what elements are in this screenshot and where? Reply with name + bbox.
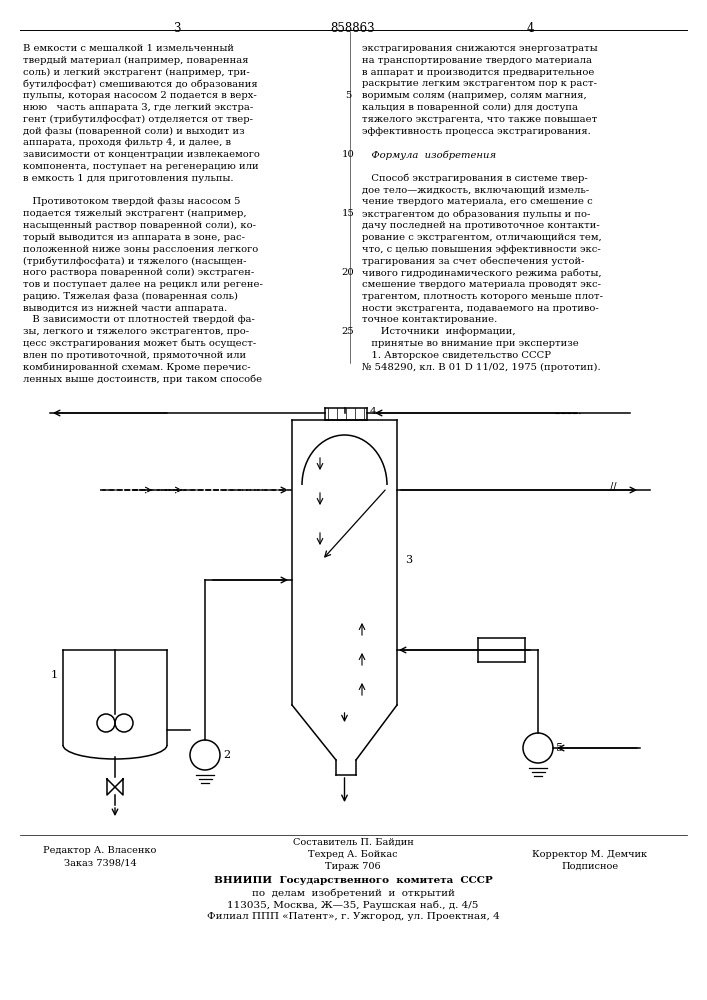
Text: экстрагирования снижаются энергозатраты: экстрагирования снижаются энергозатраты bbox=[362, 44, 597, 53]
Text: тяжелого экстрагента, что также повышает: тяжелого экстрагента, что также повышает bbox=[362, 115, 597, 124]
Text: выводится из нижней части аппарата.: выводится из нижней части аппарата. bbox=[23, 304, 227, 313]
Text: пульпы, которая насосом 2 подается в верх-: пульпы, которая насосом 2 подается в вер… bbox=[23, 91, 257, 100]
Text: 5: 5 bbox=[345, 91, 351, 100]
Text: экстрагентом до образования пульпы и по-: экстрагентом до образования пульпы и по- bbox=[362, 209, 590, 219]
Text: Способ экстрагирования в системе твер-: Способ экстрагирования в системе твер- bbox=[362, 174, 588, 183]
Text: компонента, поступает на регенерацию или: компонента, поступает на регенерацию или bbox=[23, 162, 259, 171]
Text: аппарата, проходя фильтр 4, и далее, в: аппарата, проходя фильтр 4, и далее, в bbox=[23, 138, 231, 147]
Text: //: // bbox=[610, 482, 617, 492]
Text: по  делам  изобретений  и  открытий: по делам изобретений и открытий bbox=[252, 888, 455, 898]
Text: трагирования за счет обеспечения устой-: трагирования за счет обеспечения устой- bbox=[362, 256, 585, 266]
Text: 3: 3 bbox=[405, 555, 412, 565]
Text: кальция в поваренной соли) для доступа: кальция в поваренной соли) для доступа bbox=[362, 103, 578, 112]
Text: чивого гидродинамического режима работы,: чивого гидродинамического режима работы, bbox=[362, 268, 602, 278]
Text: дой фазы (поваренной соли) и выходит из: дой фазы (поваренной соли) и выходит из bbox=[23, 127, 245, 136]
Text: ленных выше достоинств, при таком способе: ленных выше достоинств, при таком способ… bbox=[23, 374, 262, 384]
Text: 4: 4 bbox=[526, 22, 534, 35]
Text: принятые во внимание при экспертизе: принятые во внимание при экспертизе bbox=[362, 339, 579, 348]
Text: В емкости с мешалкой 1 измельченный: В емкости с мешалкой 1 измельченный bbox=[23, 44, 234, 53]
Text: зы, легкого и тяжелого экстрагентов, про-: зы, легкого и тяжелого экстрагентов, про… bbox=[23, 327, 249, 336]
Text: Формула  изобретения: Формула изобретения bbox=[362, 150, 496, 160]
Text: Источники  информации,: Источники информации, bbox=[362, 327, 515, 336]
Text: воримым солям (например, солям магния,: воримым солям (например, солям магния, bbox=[362, 91, 587, 100]
Text: 25: 25 bbox=[341, 327, 354, 336]
Text: Корректор М. Демчик: Корректор М. Демчик bbox=[532, 850, 648, 859]
Text: 2: 2 bbox=[223, 750, 230, 760]
Text: на транспортирование твердого материала: на транспортирование твердого материала bbox=[362, 56, 592, 65]
Text: Редактор А. Власенко: Редактор А. Власенко bbox=[43, 846, 157, 855]
Text: ности экстрагента, подаваемого на противо-: ности экстрагента, подаваемого на против… bbox=[362, 304, 599, 313]
Text: твердый материал (например, поваренная: твердый материал (например, поваренная bbox=[23, 56, 248, 65]
Text: комбинированной схемам. Кроме перечис-: комбинированной схемам. Кроме перечис- bbox=[23, 363, 250, 372]
Text: трагентом, плотность которого меньше плот-: трагентом, плотность которого меньше пло… bbox=[362, 292, 603, 301]
Text: чение твердого материала, его смешение с: чение твердого материала, его смешение с bbox=[362, 197, 592, 206]
Text: 15: 15 bbox=[341, 209, 354, 218]
Text: торый выводится из аппарата в зоне, рас-: торый выводится из аппарата в зоне, рас- bbox=[23, 233, 245, 242]
Text: что, с целью повышения эффективности экс-: что, с целью повышения эффективности экс… bbox=[362, 245, 601, 254]
Text: 5: 5 bbox=[556, 743, 563, 753]
Text: дачу последней на противоточное контакти-: дачу последней на противоточное контакти… bbox=[362, 221, 600, 230]
Text: цесс экстрагирования может быть осущест-: цесс экстрагирования может быть осущест- bbox=[23, 339, 256, 349]
Text: 3: 3 bbox=[173, 22, 181, 35]
Text: 10: 10 bbox=[341, 150, 354, 159]
Text: зависимости от концентрации извлекаемого: зависимости от концентрации извлекаемого bbox=[23, 150, 260, 159]
Text: дое тело—жидкость, включающий измель-: дое тело—жидкость, включающий измель- bbox=[362, 186, 589, 195]
Text: раскрытие легким экстрагентом пор к раст-: раскрытие легким экстрагентом пор к раст… bbox=[362, 79, 597, 88]
Text: в аппарат и производится предварительное: в аппарат и производится предварительное bbox=[362, 68, 595, 77]
Text: рование с экстрагентом, отличающийся тем,: рование с экстрагентом, отличающийся тем… bbox=[362, 233, 602, 242]
Text: 20: 20 bbox=[341, 268, 354, 277]
Text: положенной ниже зоны расслоения легкого: положенной ниже зоны расслоения легкого bbox=[23, 245, 258, 254]
Text: смешение твердого материала проводят экс-: смешение твердого материала проводят экс… bbox=[362, 280, 601, 289]
Text: Противотоком твердой фазы насосом 5: Противотоком твердой фазы насосом 5 bbox=[23, 197, 240, 206]
Text: бутилфосфат) смешиваются до образования: бутилфосфат) смешиваются до образования bbox=[23, 79, 257, 89]
Text: гент (трибутилфосфат) отделяется от твер-: гент (трибутилфосфат) отделяется от твер… bbox=[23, 115, 253, 124]
Text: 1: 1 bbox=[51, 670, 58, 680]
Text: № 548290, кл. В 01 D 11/02, 1975 (прототип).: № 548290, кл. В 01 D 11/02, 1975 (протот… bbox=[362, 363, 601, 372]
Text: Тираж 706: Тираж 706 bbox=[325, 862, 381, 871]
Text: 1. Авторское свидетельство СССР: 1. Авторское свидетельство СССР bbox=[362, 351, 551, 360]
Text: 4: 4 bbox=[370, 408, 377, 416]
Text: в емкость 1 для приготовления пульпы.: в емкость 1 для приготовления пульпы. bbox=[23, 174, 233, 183]
Text: В зависимости от плотностей твердой фа-: В зависимости от плотностей твердой фа- bbox=[23, 315, 255, 324]
Text: ВНИИПИ  Государственного  комитета  СССР: ВНИИПИ Государственного комитета СССР bbox=[214, 876, 492, 885]
Text: Заказ 7398/14: Заказ 7398/14 bbox=[64, 858, 136, 867]
Text: 858863: 858863 bbox=[331, 22, 375, 35]
Text: (трибутилфосфата) и тяжелого (насыщен-: (трибутилфосфата) и тяжелого (насыщен- bbox=[23, 256, 247, 266]
Text: нюю   часть аппарата 3, где легкий экстра-: нюю часть аппарата 3, где легкий экстра- bbox=[23, 103, 253, 112]
Text: подается тяжелый экстрагент (например,: подается тяжелый экстрагент (например, bbox=[23, 209, 247, 218]
Text: влен по противоточной, прямоточной или: влен по противоточной, прямоточной или bbox=[23, 351, 246, 360]
Text: насыщенный раствор поваренной соли), ко-: насыщенный раствор поваренной соли), ко- bbox=[23, 221, 256, 230]
Text: Подписное: Подписное bbox=[561, 862, 619, 871]
Text: точное контактирование.: точное контактирование. bbox=[362, 315, 497, 324]
Text: тов и поступает далее на рецикл или регене-: тов и поступает далее на рецикл или реге… bbox=[23, 280, 263, 289]
Text: ного раствора поваренной соли) экстраген-: ного раствора поваренной соли) экстраген… bbox=[23, 268, 255, 277]
Text: соль) и легкий экстрагент (например, три-: соль) и легкий экстрагент (например, три… bbox=[23, 68, 250, 77]
Text: Филиал ППП «Патент», г. Ужгород, ул. Проектная, 4: Филиал ППП «Патент», г. Ужгород, ул. Про… bbox=[206, 912, 499, 921]
Text: Техред А. Бойкас: Техред А. Бойкас bbox=[308, 850, 398, 859]
Text: 113035, Москва, Ж—35, Раушская наб., д. 4/5: 113035, Москва, Ж—35, Раушская наб., д. … bbox=[228, 900, 479, 910]
Text: эффективность процесса экстрагирования.: эффективность процесса экстрагирования. bbox=[362, 127, 591, 136]
Text: Составитель П. Байдин: Составитель П. Байдин bbox=[293, 838, 414, 847]
Text: рацию. Тяжелая фаза (поваренная соль): рацию. Тяжелая фаза (поваренная соль) bbox=[23, 292, 238, 301]
